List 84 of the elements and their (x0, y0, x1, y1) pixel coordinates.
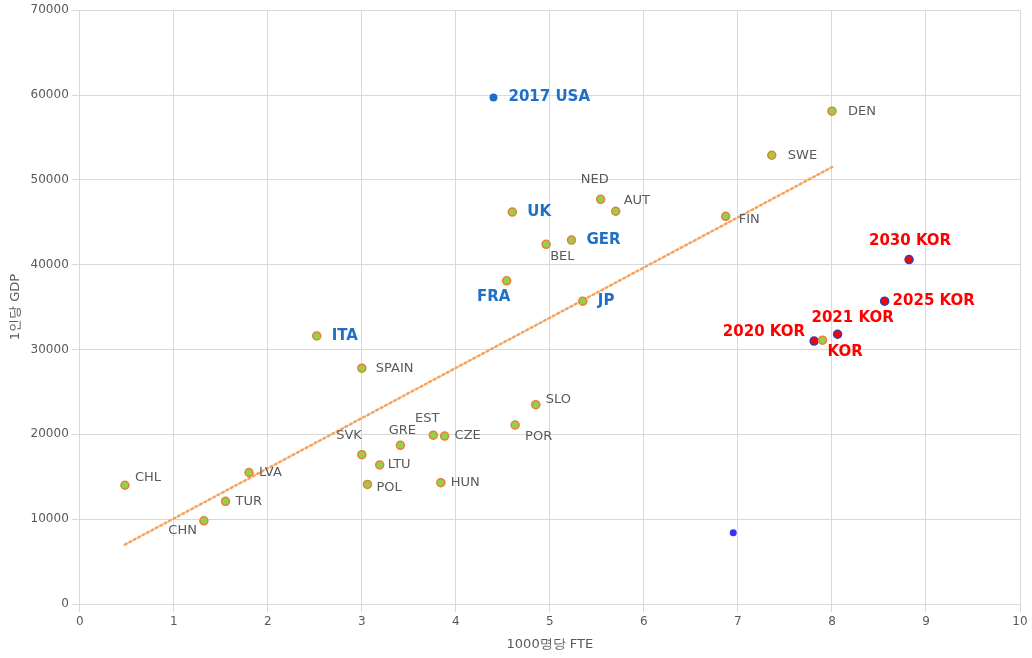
point (244, 467, 254, 478)
point (510, 420, 520, 430)
point (489, 93, 498, 102)
point (501, 276, 512, 286)
y-tick-label: 20000 (30, 426, 69, 441)
point (428, 430, 439, 440)
annotation: 2021 KOR (811, 308, 895, 327)
y-tick-label: 70000 (30, 2, 69, 17)
annotation: 2017 USA (508, 87, 591, 106)
point (809, 336, 819, 346)
annotation: TUR (234, 492, 263, 508)
x-tick-label: 9 (922, 614, 930, 629)
annotation: NED (580, 170, 609, 186)
point (720, 211, 731, 222)
x-tick-label: 3 (358, 614, 366, 629)
annotation: SPAIN (375, 359, 414, 375)
annotation: CHL (134, 468, 162, 484)
annotation: POR (525, 428, 553, 444)
point (767, 150, 777, 161)
annotation: LVA (259, 463, 282, 479)
point (362, 479, 373, 490)
point (595, 194, 606, 205)
annotation: FRA (476, 286, 511, 305)
annotation: 2020 KOR (722, 321, 806, 340)
annotation: 2025 KOR (892, 291, 976, 310)
point (729, 529, 737, 537)
annotation: HUN (450, 474, 480, 490)
annotation: DEN (847, 102, 876, 118)
x-tick-label: 10 (1012, 614, 1028, 629)
y-tick-label: 10000 (30, 511, 69, 526)
point (817, 335, 828, 345)
annotation: JP (596, 291, 615, 310)
annotation: SVK (336, 427, 363, 443)
annotation: CZE (454, 427, 481, 443)
y-tick-label: 0 (61, 596, 69, 611)
x-tick-label: 5 (546, 614, 554, 629)
point (199, 516, 209, 526)
y-tick-label: 30000 (30, 341, 69, 356)
point (395, 440, 406, 451)
y-tick-label: 40000 (30, 256, 69, 271)
y-tick-label: 50000 (30, 171, 69, 186)
annotation: POL (376, 478, 403, 494)
x-axis-title: 1000명당 FTE (506, 635, 594, 651)
point (541, 239, 551, 250)
annotation: 2030 KOR (868, 231, 952, 250)
point (507, 207, 518, 217)
point (610, 206, 621, 216)
x-tick-label: 1 (169, 614, 178, 629)
x-tick-label: 4 (452, 614, 460, 629)
annotation: SWE (787, 146, 818, 162)
point (311, 331, 322, 341)
x-tick-label: 8 (828, 614, 836, 629)
annotation: GER (586, 229, 622, 248)
x-tick-label: 7 (734, 614, 742, 629)
point (531, 399, 541, 410)
point (439, 431, 450, 441)
annotation: FIN (738, 210, 760, 226)
point (120, 480, 130, 490)
x-tick-label: 6 (640, 614, 648, 629)
point (357, 363, 367, 373)
annotation: GRE (388, 421, 417, 437)
point (578, 296, 588, 306)
x-tick-label: 0 (75, 614, 84, 629)
point (827, 106, 837, 116)
y-tick-label: 60000 (30, 87, 69, 102)
annotation: SLO (545, 391, 572, 407)
annotation: AUT (623, 191, 651, 207)
annotation: EST (415, 409, 440, 425)
point (566, 235, 577, 245)
annotation: ITA (331, 325, 359, 344)
point (879, 296, 890, 306)
point (436, 477, 446, 488)
x-tick-label: 2 (264, 614, 272, 629)
annotation: UK (527, 201, 553, 220)
point (904, 254, 914, 265)
point (220, 496, 231, 507)
y-axis-title: 1인당 GDP (7, 273, 23, 341)
point (832, 329, 843, 339)
point (374, 460, 385, 470)
point (357, 449, 367, 460)
annotation: LTU (387, 456, 411, 472)
annotation: CHN (168, 522, 197, 538)
annotation: KOR (827, 342, 864, 361)
annotation: BEL (550, 247, 576, 263)
